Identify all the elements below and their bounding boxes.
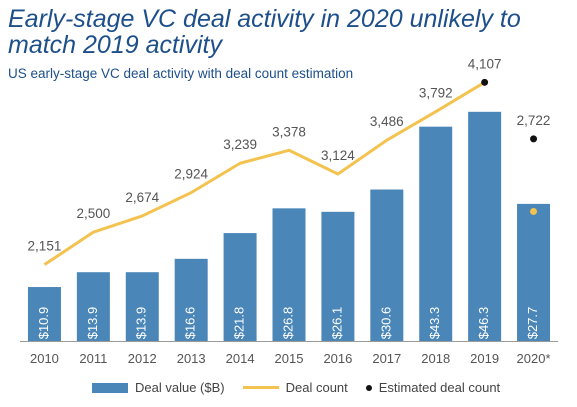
- x-tick-label-2017: 2017: [372, 351, 401, 366]
- deal-count-label-2016: 3,124: [321, 148, 355, 163]
- x-tick-label-2016: 2016: [323, 351, 352, 366]
- bar-value-label-2016: $26.1: [329, 307, 344, 340]
- deal-count-label-2012: 2,674: [125, 190, 159, 205]
- x-tick-label-2015: 2015: [275, 351, 304, 366]
- legend: Deal value ($B) Deal count Estimated dea…: [92, 380, 500, 395]
- chart-title: Early-stage VC deal activity in 2020 unl…: [8, 5, 521, 59]
- x-tick-label-2013: 2013: [177, 351, 206, 366]
- x-tick-label-2011: 2011: [79, 351, 107, 366]
- deal-count-point-2020: [530, 207, 538, 215]
- deal-count-label-2017: 3,486: [370, 114, 404, 129]
- bar-2011: [76, 272, 110, 341]
- bar-2010: [27, 287, 61, 341]
- legend-label-estimated: Estimated deal count: [378, 380, 501, 395]
- legend-item-deal-count: Deal count: [242, 380, 348, 395]
- bar-2014: [223, 233, 257, 341]
- legend-swatch-bar: [92, 382, 128, 393]
- bar-value-label-2015: $26.8: [280, 307, 295, 340]
- deal-count-label-2014: 3,239: [223, 137, 257, 152]
- bar-2013: [174, 258, 208, 341]
- bar-value-label-2010: $10.9: [36, 307, 51, 340]
- bar-value-label-2019: $46.3: [476, 307, 491, 340]
- bar-value-label-2011: $13.9: [85, 307, 100, 340]
- chart-subtitle: US early-stage VC deal activity with dea…: [8, 66, 354, 81]
- deal-count-label-2015: 3,378: [272, 124, 306, 139]
- x-tick-label-2012: 2012: [128, 351, 157, 366]
- estimated-point-2019: [481, 78, 489, 86]
- legend-swatch-line: [242, 386, 279, 389]
- bars-layer: $10.9 $13.9 $13.9 $16.6 $21.8 $26.8 $26.1 $30.6…: [27, 111, 551, 341]
- deal-count-line: [43, 81, 486, 266]
- legend-swatch-dot: [365, 384, 372, 391]
- legend-label-deal-count: Deal count: [285, 380, 348, 395]
- bar-2016: [321, 211, 355, 341]
- deal-count-label-2010: 2,151: [28, 239, 62, 254]
- deal-count-label-2019: 4,107: [468, 56, 502, 71]
- x-tick-label-2014: 2014: [226, 351, 255, 366]
- deal-count-label-2018: 3,792: [419, 86, 453, 101]
- legend-label-deal-value: Deal value ($B): [135, 380, 225, 395]
- bar-2012: [125, 272, 159, 341]
- bar-value-label-2017: $30.6: [378, 307, 393, 340]
- deal-count-label-2020*: 2,722: [517, 113, 551, 128]
- bar-2020*: [517, 203, 551, 341]
- bar-value-label-2014: $21.8: [232, 307, 247, 340]
- bar-2017: [370, 189, 404, 341]
- bar-2018: [419, 126, 453, 341]
- axis-layer: 2010 2011 2012 2013 2014 2015 2016 2017 2018 2019…: [20, 341, 558, 366]
- bar-value-label-2012: $13.9: [134, 307, 149, 340]
- estimated-point-2020*: [530, 135, 538, 143]
- line-layer: 2,151 2,500 2,674 2,924 3,239 3,378 3,124 3,486…: [28, 56, 551, 266]
- bar-2019: [468, 111, 502, 341]
- x-tick-label-2020*: 2020*: [517, 351, 551, 366]
- x-tick-label-2019: 2019: [470, 351, 499, 366]
- legend-item-deal-value: Deal value ($B): [92, 380, 225, 395]
- x-tick-label-2010: 2010: [30, 351, 59, 366]
- bar-value-label-2013: $16.6: [183, 307, 198, 340]
- legend-item-estimated: Estimated deal count: [365, 380, 501, 395]
- bar-value-label-2020*: $27.7: [525, 307, 540, 340]
- deal-count-label-2011: 2,500: [76, 206, 110, 221]
- deal-count-label-2013: 2,924: [174, 167, 208, 182]
- bar-value-label-2018: $43.3: [427, 307, 442, 340]
- x-tick-label-2018: 2018: [421, 351, 450, 366]
- bar-2015: [272, 208, 306, 341]
